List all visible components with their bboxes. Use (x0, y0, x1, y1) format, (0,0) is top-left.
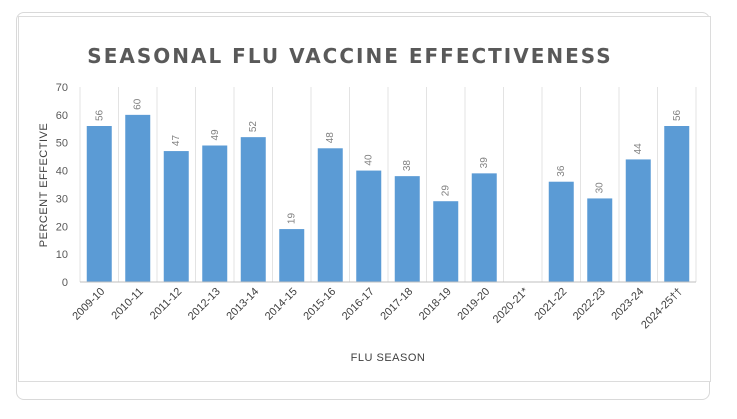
bar (240, 137, 266, 282)
data-label: 49 (210, 129, 221, 141)
data-label: 29 (441, 185, 452, 197)
data-label: 47 (171, 135, 182, 147)
x-tick-label: 2021-22 (532, 286, 569, 323)
bar (163, 151, 189, 282)
x-tick-label: 2020-21* (491, 285, 532, 326)
y-tick-label: 60 (56, 110, 68, 122)
x-axis-ticks: 2009-10 2010-11 2011-12 2012-13 2013-14 2014-… (70, 285, 685, 331)
bar (548, 181, 574, 282)
x-tick-label: 2023-24 (609, 286, 646, 323)
bar (86, 126, 112, 282)
data-label: 40 (364, 154, 375, 166)
y-axis-ticks: 0 10 20 30 40 50 60 70 (56, 82, 68, 289)
x-tick-label: 2022-23 (571, 286, 608, 323)
y-tick-label: 10 (56, 249, 68, 261)
y-axis-label: PERCENT EFFECTIVE (38, 123, 50, 247)
bar (471, 173, 497, 282)
data-label: 48 (325, 132, 336, 144)
x-tick-label: 2015-16 (301, 286, 338, 323)
data-label: 19 (287, 213, 298, 225)
x-tick-label: 2011-12 (148, 286, 184, 322)
x-tick-label: 2018-19 (417, 286, 454, 323)
x-tick-label: 2009-10 (70, 286, 107, 323)
data-label: 39 (479, 157, 490, 169)
data-label: 36 (556, 165, 567, 177)
bar (279, 229, 305, 282)
bar (356, 170, 382, 282)
x-tick-label: 2012-13 (186, 286, 223, 323)
bar (664, 126, 690, 282)
bar (394, 176, 420, 282)
data-label: 56 (672, 109, 683, 121)
x-tick-label: 2016-17 (340, 286, 377, 323)
bar (433, 201, 459, 282)
y-tick-label: 50 (56, 138, 68, 150)
y-tick-label: 0 (62, 277, 68, 289)
data-label: 38 (402, 160, 413, 172)
bar (125, 114, 151, 282)
data-label: 52 (248, 121, 259, 133)
x-tick-label: 2013-14 (224, 286, 261, 323)
bar-series (86, 114, 690, 282)
data-label: 44 (633, 143, 644, 155)
bar (317, 148, 343, 282)
chart-gridlines (79, 87, 697, 282)
bar (587, 198, 613, 282)
chart-title: SEASONAL FLU VACCINE EFFECTIVENESS (87, 44, 612, 68)
data-labels: 56 60 47 49 52 19 48 40 38 29 39 36 30 44 56 (94, 98, 683, 224)
bar (202, 145, 228, 282)
data-label: 56 (94, 109, 105, 121)
data-label: 30 (595, 182, 606, 194)
x-tick-label: 2017-18 (378, 286, 415, 323)
bar (625, 159, 651, 282)
data-label: 60 (133, 98, 144, 110)
y-tick-label: 40 (56, 166, 68, 178)
x-axis-label: FLU SEASON (351, 352, 426, 364)
x-tick-label: 2010-11 (109, 286, 145, 322)
x-tick-label: 2019-20 (455, 286, 492, 323)
y-tick-label: 20 (56, 221, 68, 233)
y-tick-label: 30 (56, 193, 68, 205)
x-tick-label: 2014-15 (263, 286, 300, 323)
x-tick-label: 2024-25†† (639, 286, 685, 332)
y-tick-label: 70 (56, 82, 68, 94)
